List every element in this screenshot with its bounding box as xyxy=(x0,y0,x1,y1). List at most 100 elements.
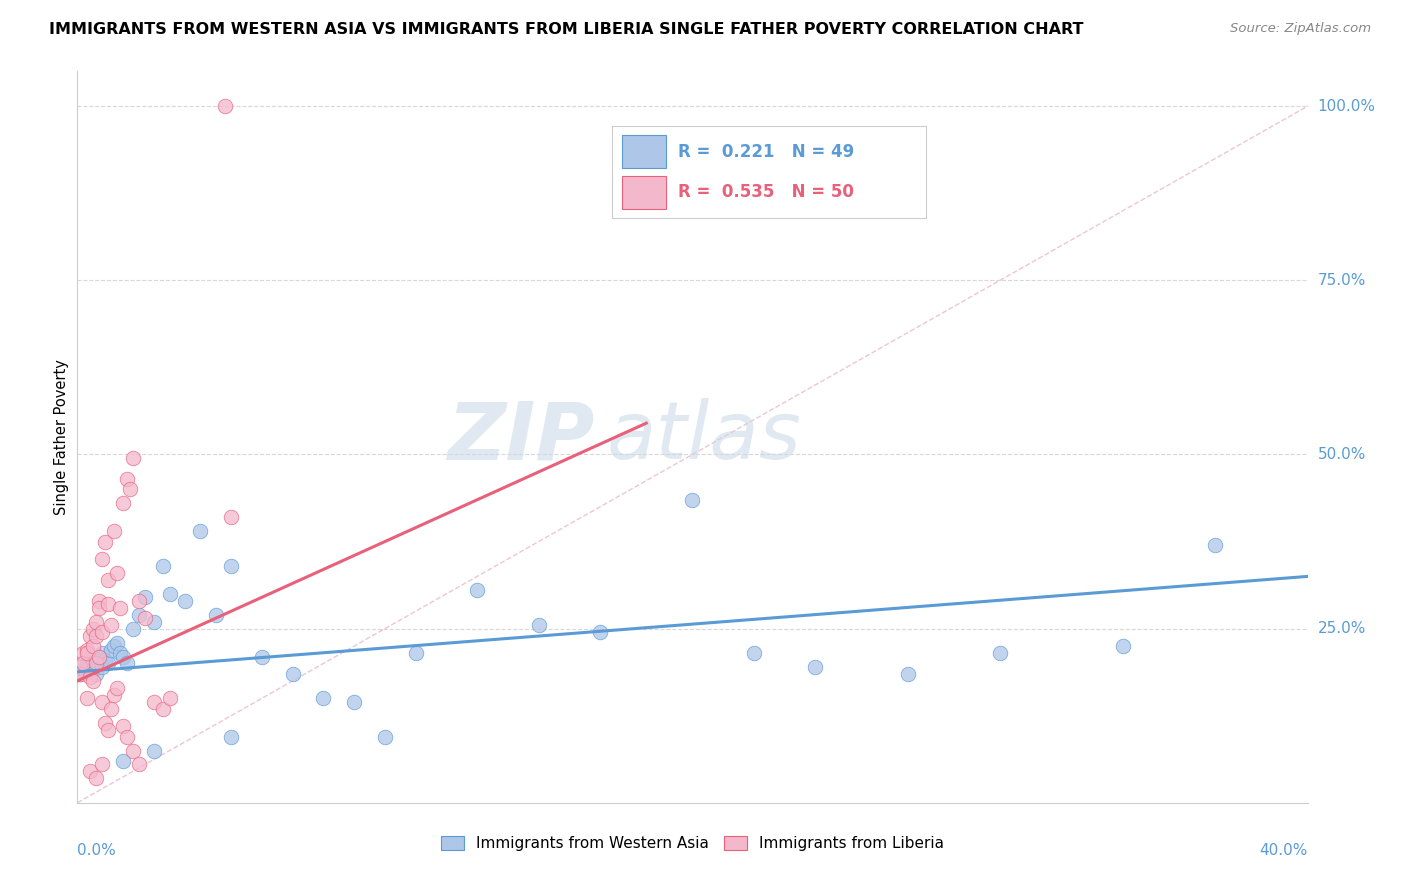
Point xyxy=(219,558,242,573)
Point xyxy=(82,622,104,636)
Point xyxy=(897,667,920,681)
Point xyxy=(250,649,273,664)
Point xyxy=(103,688,125,702)
Point xyxy=(97,723,120,737)
Point xyxy=(72,657,94,671)
Legend: Immigrants from Western Asia, Immigrants from Liberia: Immigrants from Western Asia, Immigrants… xyxy=(434,830,950,857)
Point xyxy=(589,625,612,640)
Point xyxy=(405,646,427,660)
Point xyxy=(105,635,128,649)
Text: 50.0%: 50.0% xyxy=(1317,447,1365,462)
Point xyxy=(94,653,117,667)
Point xyxy=(82,662,104,676)
Point xyxy=(134,611,156,625)
Point xyxy=(1112,639,1135,653)
Point xyxy=(76,642,98,657)
Point xyxy=(110,646,132,660)
Point xyxy=(103,639,125,653)
Point xyxy=(82,639,104,653)
Point xyxy=(112,754,135,768)
Point xyxy=(76,660,98,674)
Point xyxy=(82,657,104,671)
Text: 100.0%: 100.0% xyxy=(1317,99,1375,113)
Point xyxy=(115,657,138,671)
Point xyxy=(143,615,166,629)
Point xyxy=(97,657,120,671)
Point xyxy=(72,646,94,660)
Text: 0.0%: 0.0% xyxy=(77,843,117,858)
Point xyxy=(110,600,132,615)
Point xyxy=(97,573,120,587)
Point xyxy=(112,496,135,510)
Point xyxy=(128,607,150,622)
Point xyxy=(84,615,107,629)
Point xyxy=(742,646,765,660)
Text: ZIP: ZIP xyxy=(447,398,595,476)
Point xyxy=(121,622,143,636)
Point xyxy=(152,558,174,573)
Text: 40.0%: 40.0% xyxy=(1260,843,1308,858)
Point xyxy=(121,743,143,757)
Point xyxy=(204,607,226,622)
Point xyxy=(128,757,150,772)
Point xyxy=(87,600,110,615)
Point xyxy=(112,649,135,664)
Text: 75.0%: 75.0% xyxy=(1317,273,1365,288)
Point xyxy=(159,587,181,601)
Point xyxy=(105,681,128,695)
Point xyxy=(76,657,98,671)
Point xyxy=(100,618,122,632)
Point xyxy=(1204,538,1226,552)
Point xyxy=(72,664,94,678)
Point xyxy=(90,646,114,660)
Point xyxy=(143,695,166,709)
Text: atlas: atlas xyxy=(606,398,801,476)
Point xyxy=(682,492,704,507)
Point xyxy=(188,524,212,538)
Point xyxy=(90,660,114,674)
Point xyxy=(112,719,135,733)
Point xyxy=(90,552,114,566)
Point xyxy=(527,618,550,632)
Text: Source: ZipAtlas.com: Source: ZipAtlas.com xyxy=(1230,22,1371,36)
Point xyxy=(87,649,110,664)
Point xyxy=(159,691,181,706)
Point xyxy=(343,695,366,709)
Point xyxy=(465,583,488,598)
Point xyxy=(121,450,143,465)
Point xyxy=(134,591,156,605)
Point xyxy=(69,667,91,681)
Point xyxy=(84,667,107,681)
Point xyxy=(103,524,125,538)
Point xyxy=(76,691,98,706)
Point xyxy=(84,629,107,643)
Point xyxy=(84,772,107,786)
Point xyxy=(115,730,138,744)
Point xyxy=(79,665,101,679)
Point xyxy=(118,483,141,497)
Point xyxy=(174,594,197,608)
Point xyxy=(84,657,107,671)
Y-axis label: Single Father Poverty: Single Father Poverty xyxy=(53,359,69,515)
Point xyxy=(312,691,335,706)
Point xyxy=(152,702,174,716)
Point xyxy=(374,730,396,744)
Point xyxy=(281,667,304,681)
Point xyxy=(87,649,110,664)
Point xyxy=(82,673,104,688)
Point xyxy=(76,646,98,660)
Point xyxy=(988,646,1011,660)
Point xyxy=(69,660,91,674)
Point xyxy=(214,99,236,113)
Point xyxy=(79,670,101,684)
Point xyxy=(100,642,122,657)
Point xyxy=(94,715,117,730)
Point xyxy=(90,625,114,640)
Point xyxy=(219,730,242,744)
Point xyxy=(115,472,138,486)
Point xyxy=(90,695,114,709)
Point xyxy=(79,764,101,779)
Point xyxy=(79,629,101,643)
Text: 25.0%: 25.0% xyxy=(1317,621,1365,636)
Point xyxy=(143,743,166,757)
